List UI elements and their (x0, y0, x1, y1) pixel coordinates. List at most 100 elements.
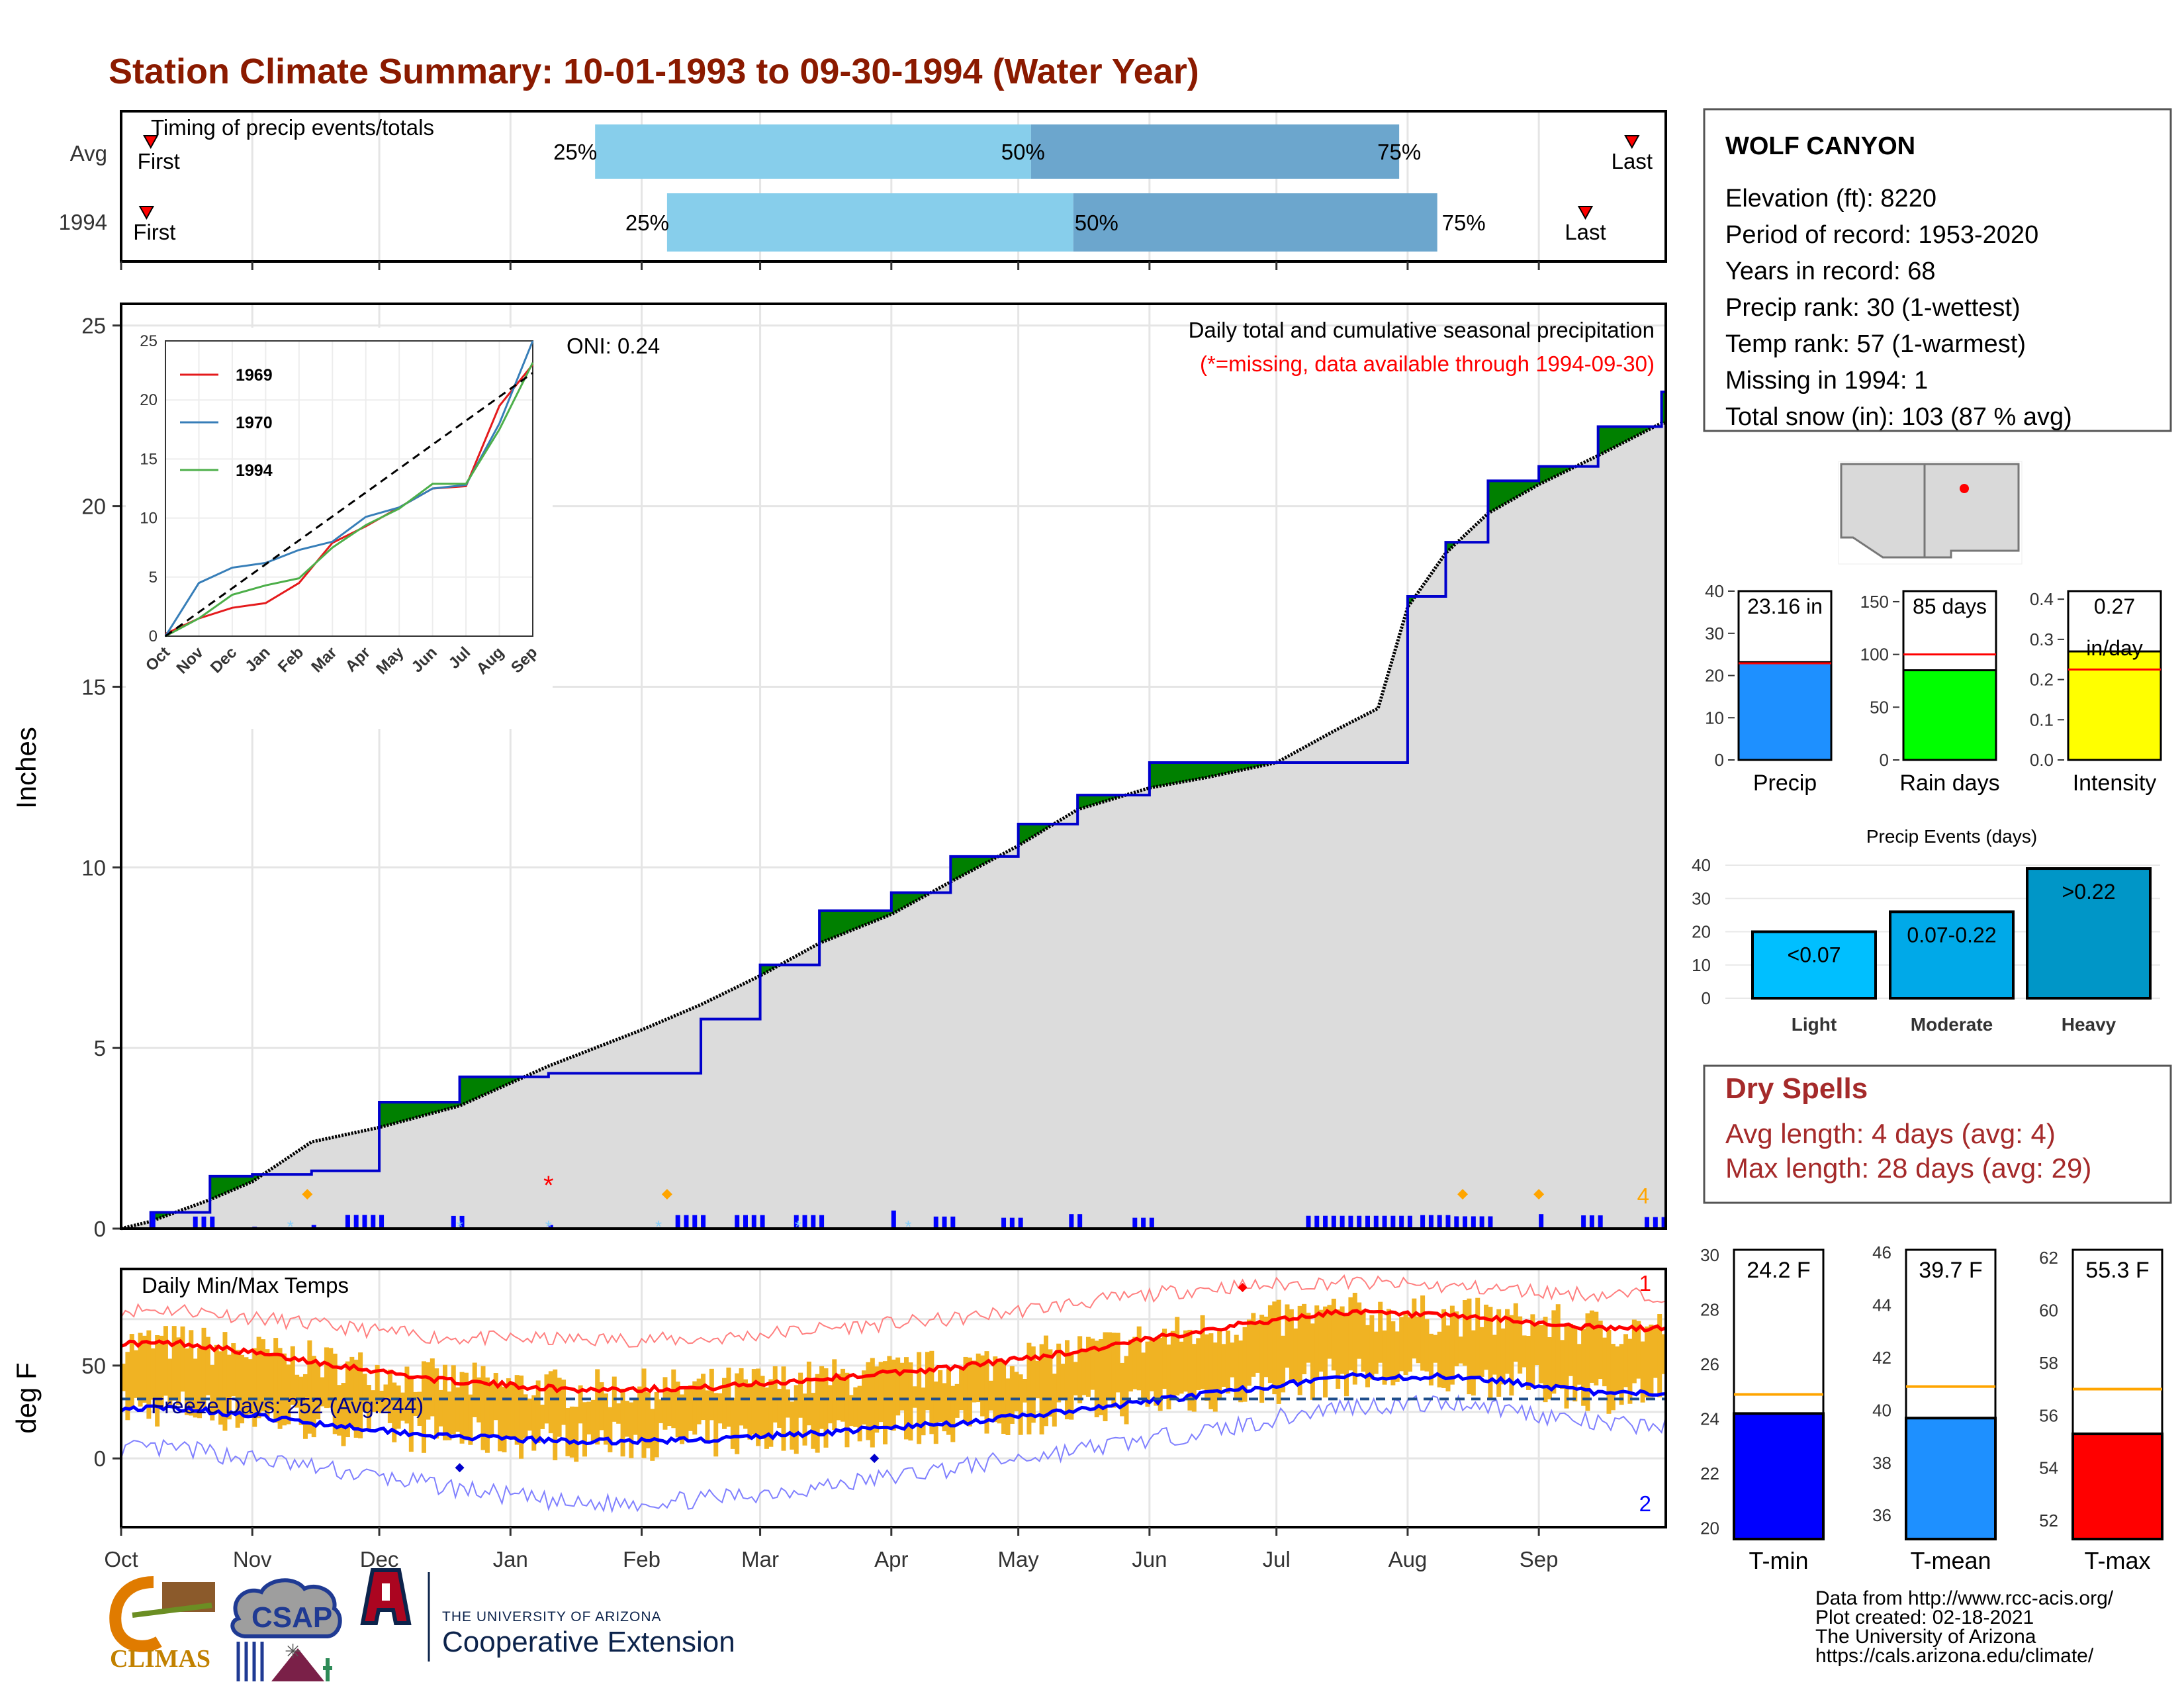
daily-temp-range-bar (988, 1380, 993, 1411)
daily-temp-range-bar (353, 1360, 359, 1438)
above-avg-sliver (1090, 795, 1095, 806)
above-avg-sliver (1513, 481, 1518, 499)
missing-day-icon: * (543, 1171, 554, 1200)
daily-temp-range-bar (565, 1408, 570, 1456)
snowfall-icon: * (655, 1217, 662, 1237)
daily-temp-range-bar (392, 1382, 397, 1442)
daily-temp-range-bar (751, 1369, 756, 1434)
temp-bar-T-mean (1905, 1417, 1997, 1541)
inset-y-tick: 20 (140, 391, 158, 409)
daily-temp-range-bar (1179, 1341, 1184, 1394)
daily-temp-range-bar (1602, 1337, 1608, 1387)
above-avg-sliver (1238, 763, 1244, 771)
daily-temp-range-bar (1475, 1297, 1480, 1378)
timing-frame (120, 110, 1667, 263)
daily-precip-bar (743, 1215, 748, 1229)
daily-temp-range-bar (1044, 1335, 1048, 1427)
daily-temp-range-bar (226, 1354, 232, 1420)
inset-y-tick: 25 (140, 332, 158, 350)
snow-event-icon (661, 1189, 672, 1200)
temp-bar-tick: 28 (1700, 1300, 1719, 1320)
daily-temp-range-bar (984, 1351, 989, 1434)
above-avg-sliver (1170, 763, 1175, 784)
snowfall-icon: * (905, 1217, 911, 1237)
events-tick: 0 (1702, 988, 1711, 1008)
daily-precip-bar (1348, 1215, 1353, 1229)
above-avg-sliver (1077, 795, 1083, 810)
daily-precip-bar (1399, 1215, 1404, 1229)
daily-temp-range-bar (341, 1383, 346, 1446)
above-avg-sliver (976, 856, 981, 868)
daily-temp-range-bar (256, 1336, 261, 1419)
daily-temp-range-bar (1386, 1309, 1391, 1380)
daily-temp-range-bar (1208, 1333, 1214, 1409)
above-avg-sliver (1191, 763, 1197, 780)
above-avg-sliver (870, 910, 875, 923)
daily-precip-bar (1589, 1215, 1594, 1229)
above-avg-sliver (917, 892, 922, 901)
mini-bar-tick: 0.1 (2030, 710, 2054, 729)
daily-temp-range-bar (1551, 1310, 1557, 1394)
climas-logo: CLIMAS (109, 1576, 215, 1673)
snowfall-icon: * (545, 1217, 552, 1237)
daily-temp-range-bar (138, 1333, 143, 1407)
events-bar-name: Light (1792, 1014, 1837, 1035)
timing-label: Timing of precip events/totals (151, 115, 434, 140)
climas-line (132, 1603, 212, 1618)
daily-temp-range-bar (713, 1393, 719, 1457)
daily-temp-range-bar (862, 1370, 867, 1425)
temp-bar-T-min (1733, 1412, 1825, 1540)
temp-bar-tick: 26 (1700, 1354, 1719, 1374)
daily-temp-range-bar (1492, 1335, 1497, 1375)
above-avg-sliver (857, 910, 862, 928)
above-avg-sliver (252, 1174, 257, 1182)
daily-temp-range-bar (430, 1358, 435, 1417)
month-label: Apr (874, 1547, 908, 1571)
above-avg-sliver (912, 892, 917, 903)
daily-precip-bar (802, 1215, 807, 1229)
record-low-marker-icon (455, 1463, 465, 1473)
daily-temp-range-bar (1382, 1330, 1387, 1385)
daily-temp-range-bar (358, 1352, 363, 1438)
events-title: Precip Events (days) (1866, 826, 2037, 847)
daily-temp-range-bar (1631, 1319, 1637, 1383)
inset-y-tick: 0 (149, 628, 158, 645)
month-label: May (997, 1547, 1039, 1571)
daily-temp-range-bar (1225, 1331, 1230, 1394)
daily-temp-range-bar (629, 1402, 634, 1458)
above-avg-sliver (1039, 823, 1044, 833)
daily-temp-range-bar (167, 1358, 173, 1408)
snowfall-icon: * (795, 1217, 801, 1237)
footer-line-1: Data from http://www.rcc-acis.org/ (1815, 1587, 2114, 1609)
daily-temp-range-bar (1416, 1316, 1421, 1364)
daily-temp-range-bar (527, 1398, 532, 1431)
above-avg-sliver (862, 910, 867, 927)
daily-precip-bar (675, 1215, 680, 1229)
daily-temp-range-bar (252, 1348, 257, 1427)
daily-temp-range-bar (1543, 1317, 1548, 1403)
timing-bar-50-75 (1073, 193, 1437, 252)
daily-temp-range-bar (590, 1399, 596, 1444)
above-avg-sliver (510, 1076, 516, 1084)
inset-frame (165, 340, 533, 637)
daily-temp-range-bar (121, 1364, 126, 1391)
daily-temp-range-bar (929, 1350, 934, 1434)
above-avg-sliver (1518, 481, 1523, 497)
above-avg-sliver (383, 1102, 388, 1127)
above-avg-sliver (502, 1076, 507, 1087)
station-info-frame (1703, 108, 2172, 432)
above-avg-sliver (1505, 481, 1510, 504)
daily-precip-bar (1009, 1217, 1015, 1229)
month-label: Jul (1263, 1547, 1291, 1571)
footer-line-4: https://cals.arizona.edu/climate/ (1815, 1645, 2094, 1667)
ua-logo: THE UNIVERSITY OF ARIZONA Cooperative Ex… (360, 1568, 735, 1662)
above-avg-sliver (1179, 763, 1184, 783)
temp-bar-tick: 22 (1700, 1464, 1719, 1483)
record-low-marker-icon (870, 1454, 880, 1464)
above-avg-sliver (908, 892, 913, 906)
daily-temp-range-bar (1323, 1306, 1328, 1398)
average-cumulative-area (121, 423, 1666, 1229)
daily-temp-range-bar (891, 1359, 896, 1431)
daily-temp-range-bar (1509, 1315, 1514, 1396)
daily-precip-bar (1598, 1215, 1603, 1229)
